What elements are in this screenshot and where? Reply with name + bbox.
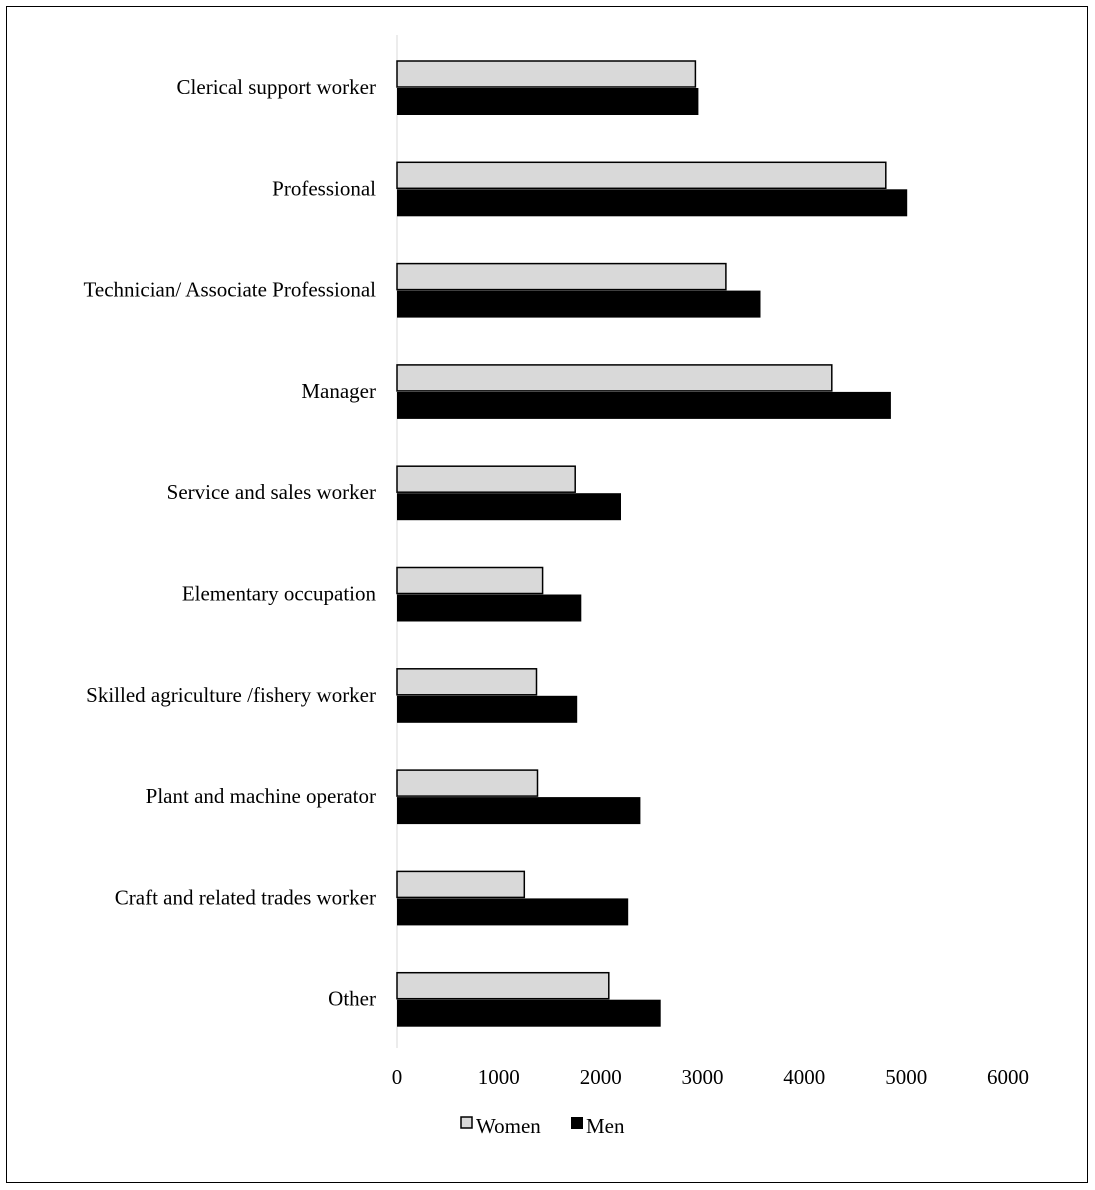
bar-men-craft-and-related-trades-worker: [397, 898, 629, 926]
legend-label-men: Men: [586, 1114, 625, 1138]
bar-women-service-and-sales-worker: [396, 465, 576, 493]
bar-men-professional: [397, 189, 908, 217]
bar-women-professional: [396, 161, 887, 190]
bar-men-skilled-agriculture-fishery-worker: [397, 695, 578, 723]
bar-men-other: [397, 999, 661, 1027]
bar-men-clerical-support-worker: [397, 88, 699, 115]
bar-women-plant-and-machine-operator: [396, 769, 539, 797]
x-tick-label-6000: 6000: [987, 1065, 1029, 1089]
legend-label-women: Women: [476, 1114, 541, 1138]
legend-swatch-men: [571, 1117, 583, 1129]
bar-men-plant-and-machine-operator: [397, 797, 641, 825]
category-label-elementary-occupation: Elementary occupation: [182, 582, 377, 606]
bar-men-technician-associate-professional: [397, 290, 761, 318]
bar-women-craft-and-related-trades-worker: [396, 870, 526, 899]
category-label-skilled-agriculture-fishery-worker: Skilled agriculture /fishery worker: [86, 683, 376, 707]
category-label-clerical-support-worker: Clerical support worker: [177, 75, 376, 99]
bar-women-skilled-agriculture-fishery-worker: [396, 668, 538, 696]
x-tick-label-5000: 5000: [885, 1065, 927, 1089]
category-label-manager: Manager: [301, 379, 376, 403]
category-label-other: Other: [328, 987, 376, 1011]
category-label-craft-and-related-trades-worker: Craft and related trades worker: [115, 885, 376, 909]
x-tick-label-1000: 1000: [478, 1065, 520, 1089]
x-tick-label-4000: 4000: [783, 1065, 825, 1089]
category-label-plant-and-machine-operator: Plant and machine operator: [146, 784, 376, 808]
x-tick-label-2000: 2000: [580, 1065, 622, 1089]
bar-women-manager: [396, 364, 833, 392]
category-label-professional: Professional: [272, 176, 376, 200]
bar-women-technician-associate-professional: [396, 262, 727, 291]
x-tick-label-3000: 3000: [682, 1065, 724, 1089]
category-label-technician-associate-professional: Technician/ Associate Professional: [84, 278, 377, 302]
bar-men-manager: [397, 391, 891, 419]
legend-swatch-women: [460, 1116, 473, 1129]
bar-women-other: [396, 971, 610, 1000]
bar-women-elementary-occupation: [396, 566, 544, 595]
bar-men-service-and-sales-worker: [397, 493, 621, 521]
x-tick-label-0: 0: [392, 1065, 403, 1089]
bar-women-clerical-support-worker: [396, 60, 697, 88]
bar-men-elementary-occupation: [397, 594, 582, 622]
category-label-service-and-sales-worker: Service and sales worker: [167, 480, 376, 504]
